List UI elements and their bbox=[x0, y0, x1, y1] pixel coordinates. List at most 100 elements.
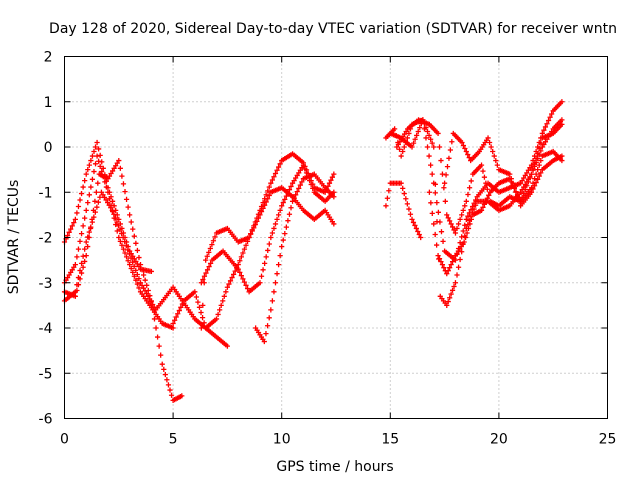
data-point-marker bbox=[528, 171, 535, 177]
data-point-marker bbox=[275, 212, 282, 218]
data-point-marker bbox=[447, 295, 453, 301]
data-point-marker bbox=[460, 228, 466, 234]
x-tick-label: 0 bbox=[60, 432, 69, 448]
series-track-13 bbox=[442, 130, 565, 209]
data-point-marker bbox=[401, 144, 407, 150]
data-point-marker bbox=[429, 171, 435, 177]
data-point-marker bbox=[141, 272, 147, 278]
data-point-marker bbox=[80, 264, 86, 270]
data-point-marker bbox=[457, 216, 463, 222]
data-point-marker bbox=[80, 253, 86, 259]
data-point-marker bbox=[102, 179, 108, 185]
data-point-marker bbox=[271, 225, 277, 232]
data-point-marker bbox=[286, 187, 293, 193]
data-point-marker bbox=[424, 144, 431, 150]
data-point-marker bbox=[326, 180, 333, 186]
data-point-marker bbox=[178, 304, 184, 310]
data-point-marker bbox=[441, 265, 447, 271]
data-point-marker bbox=[468, 216, 474, 222]
data-point-marker bbox=[122, 239, 128, 245]
data-point-marker bbox=[200, 302, 206, 308]
data-point-marker bbox=[513, 189, 519, 195]
data-point-marker bbox=[466, 154, 472, 161]
data-point-marker bbox=[494, 162, 500, 168]
data-point-marker bbox=[455, 221, 462, 227]
data-point-marker bbox=[94, 204, 100, 210]
data-point-marker bbox=[434, 199, 440, 206]
data-point-marker bbox=[128, 255, 134, 261]
data-point-marker bbox=[528, 162, 535, 168]
data-point-marker bbox=[460, 207, 466, 213]
data-point-marker bbox=[545, 117, 552, 124]
data-point-marker bbox=[255, 211, 262, 217]
data-point-marker bbox=[105, 189, 111, 195]
data-point-marker bbox=[251, 223, 257, 229]
data-point-marker bbox=[75, 246, 82, 252]
data-point-marker bbox=[285, 190, 291, 196]
data-point-marker bbox=[263, 254, 269, 260]
data-point-marker bbox=[424, 128, 431, 135]
data-point-marker bbox=[266, 241, 272, 247]
data-point-marker bbox=[206, 249, 212, 255]
data-point-marker bbox=[400, 185, 406, 191]
data-point-marker bbox=[533, 171, 539, 177]
series-track-3 bbox=[61, 157, 185, 403]
data-point-marker bbox=[198, 280, 204, 286]
data-point-marker bbox=[272, 221, 279, 227]
data-point-marker bbox=[544, 121, 550, 127]
data-point-marker bbox=[262, 196, 268, 202]
data-point-marker bbox=[224, 284, 230, 290]
data-point-marker bbox=[271, 174, 277, 180]
data-point-marker bbox=[282, 196, 288, 202]
data-point-marker bbox=[386, 188, 392, 194]
data-point-marker bbox=[449, 139, 455, 145]
data-point-marker bbox=[136, 254, 142, 261]
data-point-marker bbox=[164, 377, 170, 383]
data-point-marker bbox=[464, 230, 470, 236]
data-point-marker bbox=[134, 247, 141, 254]
data-point-marker bbox=[303, 170, 310, 176]
data-point-marker bbox=[224, 343, 230, 349]
data-point-marker bbox=[536, 173, 542, 179]
data-point-marker bbox=[86, 229, 92, 235]
data-point-marker bbox=[480, 168, 486, 174]
y-axis-label: SDTVAR / TECUs bbox=[6, 180, 22, 295]
data-point-marker bbox=[322, 189, 328, 195]
data-point-marker bbox=[88, 157, 94, 164]
data-point-marker bbox=[167, 387, 173, 393]
data-point-marker bbox=[263, 331, 269, 337]
data-point-marker bbox=[92, 161, 99, 167]
data-point-marker bbox=[266, 315, 272, 321]
data-point-marker bbox=[103, 184, 109, 190]
data-point-marker bbox=[404, 135, 410, 141]
data-point-marker bbox=[415, 128, 421, 135]
data-point-marker bbox=[241, 246, 248, 252]
data-point-marker bbox=[106, 196, 113, 202]
data-point-marker bbox=[85, 199, 91, 206]
data-point-marker bbox=[196, 304, 203, 310]
data-point-marker bbox=[268, 307, 274, 313]
data-point-marker bbox=[254, 215, 260, 221]
data-point-marker bbox=[302, 166, 308, 172]
data-point-marker bbox=[109, 198, 116, 204]
data-point-marker bbox=[451, 227, 457, 233]
data-point-marker bbox=[140, 285, 147, 291]
data-point-marker bbox=[275, 262, 282, 268]
data-point-marker bbox=[72, 262, 78, 268]
data-point-marker bbox=[265, 247, 271, 254]
data-point-marker bbox=[452, 280, 459, 286]
data-point-marker bbox=[159, 361, 165, 367]
data-point-marker bbox=[525, 179, 531, 185]
data-point-marker bbox=[128, 219, 134, 225]
data-point-marker bbox=[449, 259, 456, 265]
data-point-marker bbox=[91, 148, 97, 155]
data-point-marker bbox=[478, 162, 485, 168]
y-tick-label: -6 bbox=[39, 412, 53, 428]
data-point-marker bbox=[465, 151, 471, 158]
data-point-marker bbox=[91, 214, 97, 220]
data-point-marker bbox=[426, 189, 432, 195]
data-point-marker bbox=[282, 231, 288, 237]
x-tick-label: 10 bbox=[273, 432, 291, 448]
data-point-marker bbox=[409, 216, 415, 222]
